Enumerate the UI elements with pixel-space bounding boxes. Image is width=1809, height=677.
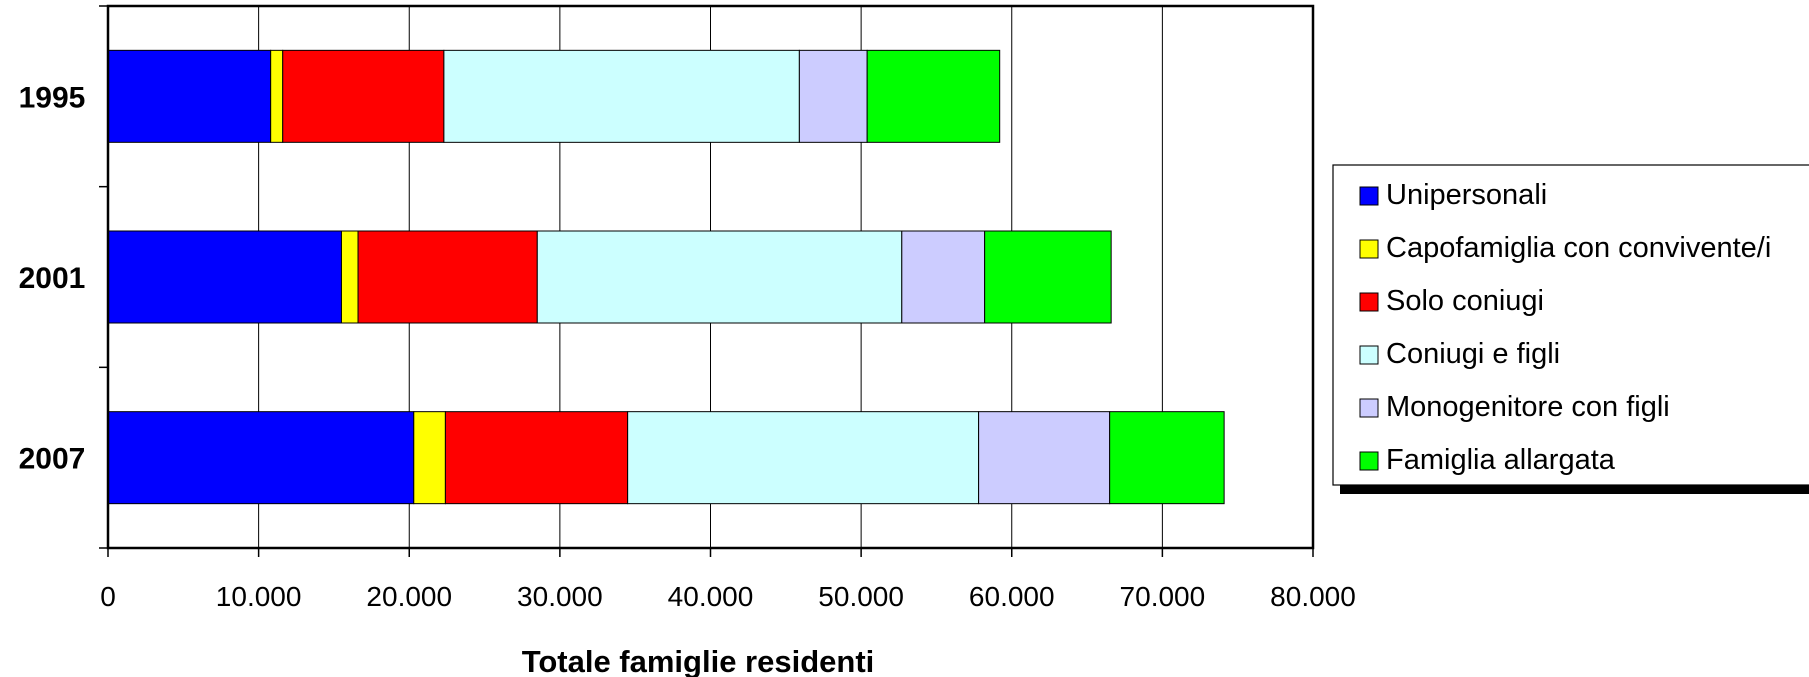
legend-items: Unipersonali Capofamiglia con convivente/… [1359, 179, 1771, 476]
category-label: 2007 [19, 443, 86, 476]
bar-segment [901, 230, 986, 324]
legend-swatch [1359, 186, 1379, 206]
category-labels: 1995 2001 2007 [19, 81, 86, 475]
bar-segment [984, 230, 1112, 324]
bar-segment [1109, 411, 1225, 505]
bar-segment [107, 230, 342, 324]
x-tick-label: 10.000 [216, 581, 302, 612]
bar-segment [444, 411, 629, 505]
bar-segment [866, 49, 1001, 143]
legend-swatch [1359, 345, 1379, 365]
bar-segment [107, 411, 415, 505]
legend-label: Solo coniugi [1386, 285, 1544, 317]
x-tick-labels: 0 10.000 20.000 30.000 40.000 50.000 60.000 70.… [100, 581, 1356, 612]
x-tick-label: 50.000 [818, 581, 904, 612]
bar-segment [413, 411, 446, 505]
bar-segment [798, 49, 868, 143]
x-tick-label: 60.000 [969, 581, 1055, 612]
legend-swatch [1359, 451, 1379, 471]
legend-label: Coniugi e figli [1386, 338, 1560, 370]
bar-segment [340, 230, 359, 324]
x-tick-label: 20.000 [366, 581, 452, 612]
legend-swatch [1359, 398, 1379, 418]
legend-box [1332, 164, 1809, 486]
axis-ticks [99, 5, 1314, 557]
x-tick-label: 80.000 [1270, 581, 1356, 612]
legend: Unipersonali Capofamiglia con convivente/… [1332, 164, 1809, 494]
bar-segment [978, 411, 1111, 505]
legend-swatch [1359, 292, 1379, 312]
bar-segment [107, 49, 272, 143]
bar-segment [443, 49, 800, 143]
legend-swatch [1359, 239, 1379, 259]
x-tick-label: 30.000 [517, 581, 603, 612]
x-tick-label: 70.000 [1120, 581, 1206, 612]
x-tick-label: 0 [100, 581, 116, 612]
category-label: 1995 [19, 81, 86, 114]
bar-segment [357, 230, 538, 324]
bars [107, 49, 1225, 505]
bar-segment [282, 49, 445, 143]
bar-segment [536, 230, 903, 324]
x-tick-label: 40.000 [668, 581, 754, 612]
legend-label: Unipersonali [1386, 179, 1547, 211]
legend-label: Monogenitore con figli [1386, 391, 1670, 423]
bar-segment [270, 49, 284, 143]
legend-label: Famiglia allargata [1386, 444, 1616, 476]
bar-segment [627, 411, 980, 505]
x-axis-title: Totale famiglie residenti [522, 644, 875, 677]
legend-label: Capofamiglia con convivente/i [1386, 232, 1771, 264]
category-label: 2001 [19, 262, 86, 295]
